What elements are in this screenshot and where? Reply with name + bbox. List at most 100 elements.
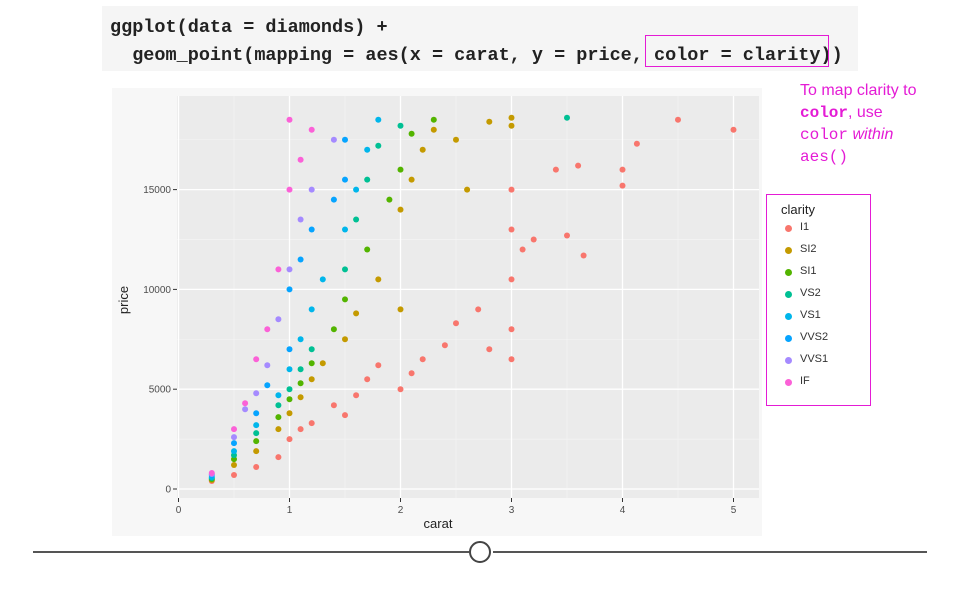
data-point-i1 (297, 426, 304, 433)
data-point-i1 (619, 166, 626, 173)
data-point-i1 (552, 166, 559, 173)
data-point-si2 (286, 410, 293, 417)
x-tick-label: 1 (287, 505, 293, 516)
legend-swatch (785, 357, 792, 364)
data-point-si2 (508, 122, 515, 129)
data-point-vvs1 (253, 390, 260, 397)
legend-label: VS2 (800, 287, 821, 299)
data-point-vvs2 (330, 196, 337, 203)
x-tick-label: 5 (731, 505, 737, 516)
legend-label: VVS2 (800, 331, 829, 343)
data-point-si2 (275, 426, 282, 433)
data-point-vvs1 (231, 434, 237, 441)
data-point-i1 (375, 362, 382, 369)
callout-code-color-2: color (800, 126, 849, 144)
data-point-if (308, 126, 315, 133)
y-tick-label: 5000 (149, 385, 172, 396)
callout-annotation: To map clarity to color, use color withi… (800, 80, 960, 168)
legend-swatch (785, 247, 792, 254)
y-tick-label: 0 (165, 485, 171, 496)
data-point-if (286, 116, 293, 123)
data-point-i1 (408, 370, 415, 377)
data-point-vs1 (275, 392, 282, 399)
data-point-vvs1 (242, 406, 249, 413)
data-point-vs1 (375, 116, 382, 123)
legend-item-si1: SI1 (785, 264, 865, 284)
data-point-vvs2 (231, 440, 237, 447)
legend-swatch (785, 335, 792, 342)
data-point-if (208, 470, 215, 476)
legend-item-if: IF (785, 374, 865, 394)
legend-item-si2: SI2 (785, 242, 865, 262)
data-point-i1 (730, 126, 737, 133)
legend-item-vvs1: VVS1 (785, 352, 865, 372)
callout-code-aes: aes() (800, 148, 849, 166)
data-point-si1 (397, 166, 404, 173)
y-tick-label: 15000 (143, 185, 171, 196)
data-point-si1 (364, 246, 371, 253)
slide-progress-track-left (33, 551, 469, 553)
data-point-i1 (508, 276, 515, 283)
data-point-i1 (633, 140, 640, 147)
data-point-i1 (397, 386, 404, 393)
data-point-i1 (231, 472, 237, 478)
data-point-i1 (475, 306, 482, 313)
data-point-i1 (519, 246, 526, 253)
data-point-si1 (275, 414, 282, 421)
data-point-si2 (430, 126, 437, 133)
data-point-vvs2 (286, 346, 293, 353)
legend-title: clarity (781, 202, 815, 217)
data-point-si2 (342, 336, 348, 343)
data-point-si2 (486, 118, 493, 125)
data-point-i1 (419, 356, 426, 363)
legend-item-vvs2: VVS2 (785, 330, 865, 350)
legend-item-vs2: VS2 (785, 286, 865, 306)
data-point-vs2 (297, 366, 304, 373)
data-point-si2 (453, 136, 459, 143)
data-point-si1 (308, 360, 315, 367)
data-point-i1 (353, 392, 360, 399)
legend-label: VS1 (800, 309, 821, 321)
data-point-vs1 (286, 366, 293, 373)
data-point-vvs2 (286, 286, 293, 293)
data-point-vvs1 (330, 136, 337, 143)
data-point-i1 (564, 232, 570, 239)
data-point-si1 (430, 116, 437, 123)
legend-label: VVS1 (800, 353, 829, 365)
data-point-vvs1 (275, 316, 282, 323)
data-point-vs1 (319, 276, 326, 283)
data-point-si1 (330, 326, 337, 333)
grid-lines (177, 96, 759, 498)
data-point-if (231, 426, 237, 433)
data-point-i1 (508, 326, 515, 333)
data-point-si1 (297, 380, 304, 387)
x-tick-label: 4 (620, 505, 626, 516)
data-point-i1 (342, 412, 348, 419)
data-point-vvs2 (342, 176, 348, 183)
data-point-i1 (441, 342, 448, 349)
color-mapping-highlight (645, 35, 829, 67)
data-point-vvs2 (297, 256, 304, 263)
data-point-if (297, 156, 304, 163)
data-point-i1 (675, 116, 681, 123)
data-point-vs1 (353, 186, 360, 193)
data-point-vs2 (253, 430, 260, 437)
data-point-si2 (464, 186, 471, 193)
data-point-i1 (453, 320, 459, 327)
legend-swatch (785, 379, 792, 386)
data-point-si2 (408, 176, 415, 183)
data-point-si1 (408, 130, 415, 137)
data-point-vvs2 (253, 410, 260, 417)
callout-text-2: , use (848, 104, 883, 121)
data-point-vs2 (275, 402, 282, 409)
legend-swatch (785, 225, 792, 232)
data-point-i1 (486, 346, 493, 353)
data-point-vs1 (231, 448, 237, 455)
x-tick-label: 2 (398, 505, 404, 516)
y-axis-label: price (116, 286, 131, 314)
data-point-if (242, 400, 249, 407)
data-point-i1 (330, 402, 337, 409)
data-point-vs2 (308, 346, 315, 353)
slide-progress-knob[interactable] (469, 541, 491, 563)
legend-label: SI2 (800, 243, 817, 255)
